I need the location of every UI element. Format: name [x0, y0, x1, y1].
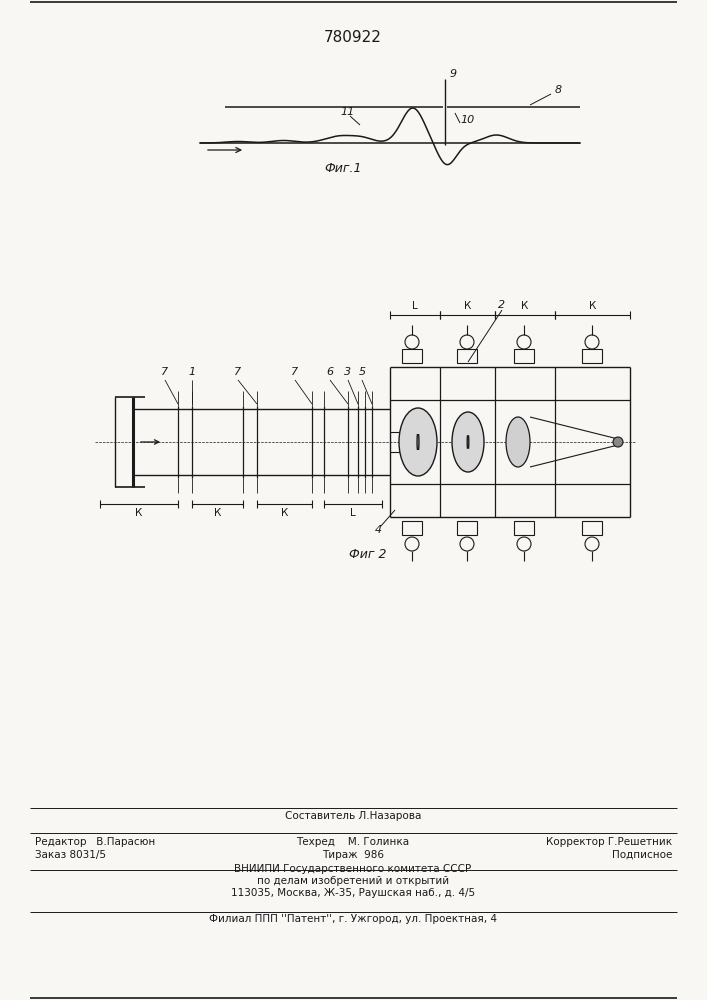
- Bar: [514, 521, 534, 535]
- Text: Заказ 8031/5: Заказ 8031/5: [35, 850, 106, 860]
- Bar: [402, 521, 422, 535]
- Text: Техред    М. Голинка: Техред М. Голинка: [296, 837, 409, 847]
- Text: 8: 8: [555, 85, 562, 95]
- Ellipse shape: [506, 417, 530, 467]
- Text: по делам изобретений и открытий: по делам изобретений и открытий: [257, 876, 449, 886]
- Text: 9: 9: [450, 69, 457, 79]
- Text: К: К: [464, 301, 471, 311]
- Text: L: L: [412, 301, 418, 311]
- Text: К: К: [281, 508, 288, 518]
- Text: 5: 5: [358, 367, 366, 377]
- Text: Филиал ППП ''Патент'', г. Ужгород, ул. Проектная, 4: Филиал ППП ''Патент'', г. Ужгород, ул. П…: [209, 914, 497, 924]
- Text: 6: 6: [327, 367, 334, 377]
- Text: Фиг 2: Фиг 2: [349, 548, 387, 560]
- Text: 7: 7: [291, 367, 298, 377]
- Text: 10: 10: [460, 115, 474, 125]
- Text: Корректор Г.Решетник: Корректор Г.Решетник: [546, 837, 672, 847]
- Bar: [514, 349, 534, 363]
- Text: Составитель Л.Назарова: Составитель Л.Назарова: [285, 811, 421, 821]
- Bar: [582, 521, 602, 535]
- Text: 780922: 780922: [324, 29, 382, 44]
- Text: 3: 3: [344, 367, 351, 377]
- Text: К: К: [589, 301, 596, 311]
- Text: ВНИИПИ Государственного комитета СССР: ВНИИПИ Государственного комитета СССР: [235, 864, 472, 874]
- Text: 113035, Москва, Ж-35, Раушская наб., д. 4/5: 113035, Москва, Ж-35, Раушская наб., д. …: [231, 888, 475, 898]
- Bar: [457, 349, 477, 363]
- Text: 2: 2: [498, 300, 506, 310]
- Text: Подписное: Подписное: [612, 850, 672, 860]
- Text: 7: 7: [235, 367, 242, 377]
- Text: К: К: [214, 508, 221, 518]
- Bar: [402, 349, 422, 363]
- Bar: [457, 521, 477, 535]
- Ellipse shape: [399, 408, 437, 476]
- Text: К: К: [135, 508, 143, 518]
- Text: L: L: [350, 508, 356, 518]
- Text: Фиг.1: Фиг.1: [325, 161, 362, 174]
- Bar: [582, 349, 602, 363]
- Text: Редактор   В.Парасюн: Редактор В.Парасюн: [35, 837, 156, 847]
- Circle shape: [613, 437, 623, 447]
- Ellipse shape: [452, 412, 484, 472]
- Text: 4: 4: [375, 525, 382, 535]
- Text: 11: 11: [340, 107, 354, 117]
- Text: Тираж  986: Тираж 986: [322, 850, 384, 860]
- Text: 1: 1: [189, 367, 196, 377]
- Text: К: К: [521, 301, 529, 311]
- Text: 7: 7: [161, 367, 168, 377]
